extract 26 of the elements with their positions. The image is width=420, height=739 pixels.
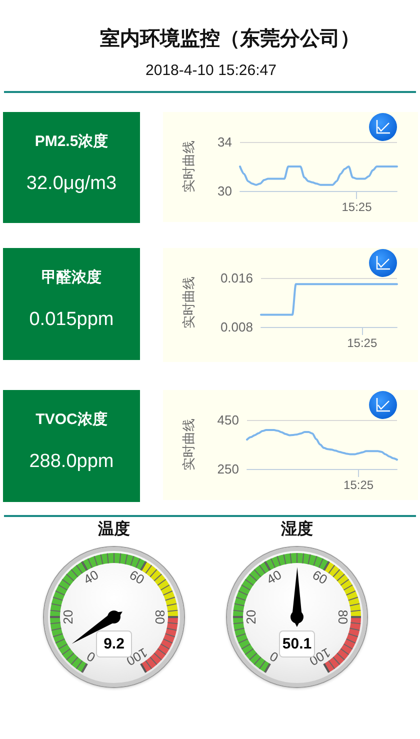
y-tick-label: 34 [218,134,232,150]
line-series [246,429,398,461]
y-tick-label: 450 [217,412,239,428]
text: PM2.5浓度 [34,132,110,152]
text: 室内环境监控（东莞分公司） [99,26,361,52]
x-tick-label: 15:25 [347,336,378,350]
y-tick-label: 250 [217,462,239,476]
y-tick-label: 0.008 [220,320,253,334]
y-axis-title: 实时曲线 [181,276,196,328]
text: 0.015ppm [28,308,115,332]
y-axis-title: 实时曲线 [181,140,196,192]
text: 32.0μg/m3 [25,172,118,196]
text: TVOC浓度 [34,410,108,430]
line-series [239,166,398,186]
text: 2018-4-10 15:26:47 [144,61,278,81]
y-tick-label: 30 [218,184,232,198]
x-tick-label: 15:25 [342,200,372,214]
data-label: 9.2 [104,636,124,652]
y-tick-label: 0.016 [220,270,253,286]
data-label: 50.1 [282,636,312,652]
text: 甲醛浓度 [40,268,102,288]
text: 湿度 [280,519,314,540]
text: 288.0ppm [28,450,115,474]
text: 温度 [97,519,131,540]
x-tick-label: 15:25 [344,478,374,492]
y-axis-title: 实时曲线 [181,418,196,470]
